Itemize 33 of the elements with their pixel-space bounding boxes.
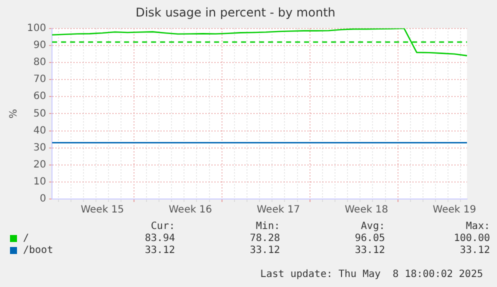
x-tick-label: Week 15 [80, 204, 124, 216]
text: 33.12 [354, 245, 385, 257]
text: 33.12 [458, 245, 490, 257]
chart-title: Disk usage in percent - by month [136, 5, 336, 20]
y-tick-label: 100 [26, 22, 46, 34]
x-tick-label: Week 18 [344, 204, 388, 216]
y-tick-label: 60 [33, 91, 46, 102]
text: 83.94 [144, 233, 175, 245]
legend-label: / [22, 233, 30, 245]
y-tick-label: 30 [33, 142, 46, 154]
y-tick-label: 80 [33, 57, 46, 68]
text: Max: [464, 221, 490, 233]
text: Last update: Thu May 8 18:00:02 2025 [260, 269, 483, 280]
y-tick-label: 20 [33, 159, 46, 170]
y-tick-label: 40 [33, 125, 46, 136]
y-tick-label: 0 [40, 194, 46, 205]
x-tick-label: Week 17 [256, 204, 300, 216]
text: Min: [254, 221, 280, 233]
text: 100.00 [452, 233, 490, 245]
x-tick-label: Week 16 [168, 204, 212, 216]
text: 78.28 [248, 233, 280, 245]
text: 96.05 [354, 233, 385, 245]
text: Avg: [360, 221, 385, 233]
y-tick-label: 10 [33, 176, 46, 188]
text: Cur: [150, 221, 175, 233]
text: 33.12 [248, 245, 280, 257]
text: 33.12 [144, 245, 175, 257]
x-tick-label: Week 19 [432, 204, 476, 216]
legend-label: /boot [22, 245, 54, 257]
y-axis-title: % [8, 108, 20, 118]
y-tick-label: 90 [33, 40, 46, 52]
y-tick-label: 50 [33, 108, 46, 120]
y-tick-label: 70 [33, 74, 46, 86]
